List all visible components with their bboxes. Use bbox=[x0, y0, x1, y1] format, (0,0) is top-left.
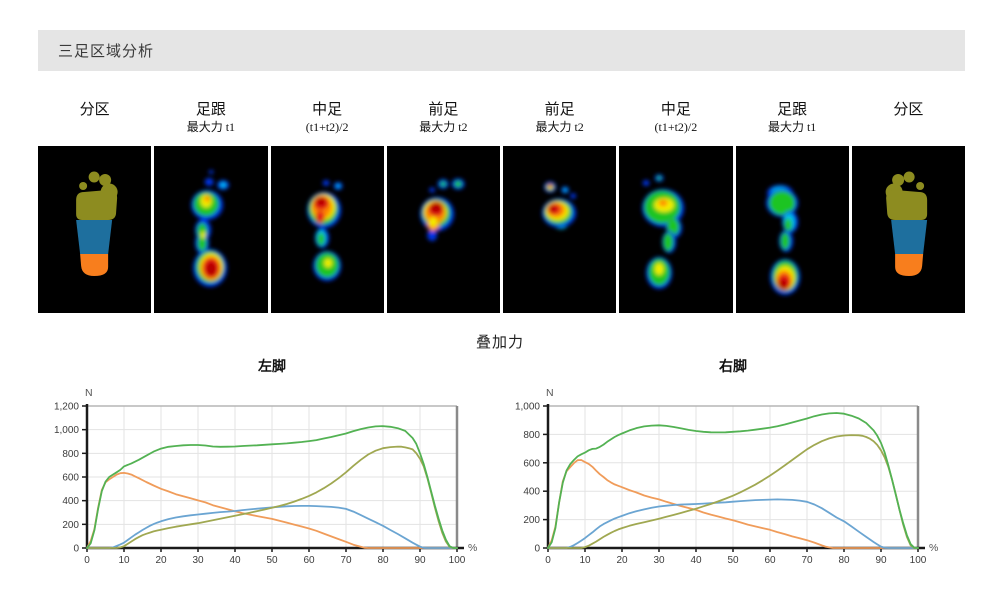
left-foot-chart-title: 左脚 bbox=[258, 358, 286, 374]
panel-label: 中足 (t1+t2)/2 bbox=[271, 101, 384, 135]
panel-title: 中足 bbox=[660, 102, 691, 118]
svg-text:400: 400 bbox=[62, 496, 79, 507]
right-foot-force-chart: 0 200 400 600 800 1,000 0 10 20 30 40 50 60 70 80 90 100… bbox=[515, 387, 938, 566]
svg-text:60: 60 bbox=[303, 555, 315, 566]
pressure-panel-midfoot-right bbox=[619, 146, 733, 313]
section-header-title: 三足区域分析 bbox=[58, 44, 155, 60]
panel-title: 前足 bbox=[544, 102, 575, 118]
pressure-panel-forefoot-right bbox=[503, 146, 617, 313]
svg-text:%: % bbox=[929, 542, 938, 554]
panel-title: 分区 bbox=[79, 102, 110, 118]
pressure-panel-midfoot-left bbox=[270, 146, 384, 313]
svg-text:0: 0 bbox=[534, 544, 540, 555]
panel-title: 前足 bbox=[428, 102, 459, 118]
panel-label: 足跟 最大力 t1 bbox=[154, 101, 267, 135]
svg-text:1,000: 1,000 bbox=[54, 425, 79, 436]
section-header-bar: 三足区域分析 bbox=[38, 30, 965, 71]
svg-text:100: 100 bbox=[910, 555, 927, 566]
svg-text:40: 40 bbox=[690, 555, 702, 566]
svg-text:10: 10 bbox=[579, 555, 591, 566]
pressure-panel-forefoot-left bbox=[386, 146, 500, 313]
svg-text:60: 60 bbox=[764, 555, 776, 566]
panel-label: 分区 bbox=[852, 101, 965, 135]
panel-subtitle: (t1+t2)/2 bbox=[305, 120, 349, 134]
heatmap-heel-left-image bbox=[191, 170, 230, 287]
svg-text:50: 50 bbox=[266, 555, 278, 566]
right-foot-chart-title: 右脚 bbox=[719, 358, 747, 374]
panel-label: 足跟 最大力 t1 bbox=[736, 101, 849, 135]
panel-title: 足跟 bbox=[195, 102, 226, 118]
svg-text:90: 90 bbox=[875, 555, 887, 566]
panel-subtitle: 最大力 t2 bbox=[419, 120, 468, 134]
svg-text:800: 800 bbox=[523, 430, 540, 441]
left-foot-force-chart: 0 200 400 600 800 1,000 1,200 0 10 20 30 40 50 60 70 80… bbox=[54, 387, 477, 566]
panel-subtitle: 最大力 t1 bbox=[767, 120, 817, 134]
svg-text:N: N bbox=[85, 387, 93, 399]
svg-text:1,000: 1,000 bbox=[515, 402, 540, 413]
svg-text:0: 0 bbox=[73, 544, 79, 555]
svg-text:1,200: 1,200 bbox=[54, 402, 79, 413]
svg-text:20: 20 bbox=[155, 555, 167, 566]
svg-text:20: 20 bbox=[616, 555, 628, 566]
svg-text:100: 100 bbox=[449, 555, 466, 566]
pressure-panel-heel-right bbox=[735, 146, 849, 313]
svg-text:50: 50 bbox=[727, 555, 739, 566]
svg-text:70: 70 bbox=[801, 555, 813, 566]
svg-text:200: 200 bbox=[523, 515, 540, 526]
panel-subtitle: (t1+t2)/2 bbox=[654, 120, 698, 134]
charts-section-title: 叠加力 bbox=[475, 335, 524, 351]
svg-text:0: 0 bbox=[545, 555, 551, 566]
pressure-panel-heel-left bbox=[154, 146, 268, 313]
pressure-image-strip bbox=[38, 146, 965, 313]
svg-text:90: 90 bbox=[414, 555, 426, 566]
panel-title: 分区 bbox=[893, 102, 924, 118]
zones-right-foot-image bbox=[885, 171, 927, 276]
panel-label: 中足 (t1+t2)/2 bbox=[619, 101, 732, 135]
panel-label: 前足 最大力 t2 bbox=[387, 101, 500, 135]
svg-text:30: 30 bbox=[192, 555, 204, 566]
heatmap-heel-right-image bbox=[765, 185, 800, 295]
svg-text:70: 70 bbox=[340, 555, 352, 566]
pressure-panel-zones-left bbox=[38, 146, 152, 313]
panel-label-row: 分区 足跟 最大力 t1 中足 (t1+t2)/2 前足 最大力 t2 前足 最… bbox=[38, 101, 965, 135]
svg-text:80: 80 bbox=[838, 555, 850, 566]
svg-text:800: 800 bbox=[62, 449, 79, 460]
svg-text:10: 10 bbox=[118, 555, 130, 566]
heatmap-forefoot-left-image bbox=[419, 178, 465, 241]
panel-label: 前足 最大力 t2 bbox=[503, 101, 616, 135]
panel-title: 中足 bbox=[312, 102, 343, 118]
panel-subtitle: 最大力 t2 bbox=[535, 120, 584, 134]
heatmap-midfoot-right-image bbox=[642, 174, 685, 289]
svg-text:40: 40 bbox=[229, 555, 241, 566]
panel-title: 足跟 bbox=[777, 102, 808, 118]
svg-text:30: 30 bbox=[653, 555, 665, 566]
svg-text:400: 400 bbox=[523, 487, 540, 498]
panel-subtitle: 最大力 t1 bbox=[186, 120, 236, 134]
svg-text:80: 80 bbox=[377, 555, 389, 566]
svg-text:200: 200 bbox=[62, 520, 79, 531]
pressure-panel-zones-right bbox=[851, 146, 965, 313]
heatmap-forefoot-right-image bbox=[542, 181, 577, 229]
svg-text:N: N bbox=[546, 387, 554, 399]
zones-left-foot-image bbox=[76, 171, 118, 276]
svg-text:600: 600 bbox=[62, 473, 79, 484]
svg-text:600: 600 bbox=[523, 458, 540, 469]
heatmap-midfoot-left-image bbox=[306, 180, 343, 281]
panel-label: 分区 bbox=[38, 101, 151, 135]
svg-text:%: % bbox=[468, 542, 477, 554]
svg-text:0: 0 bbox=[84, 555, 90, 566]
